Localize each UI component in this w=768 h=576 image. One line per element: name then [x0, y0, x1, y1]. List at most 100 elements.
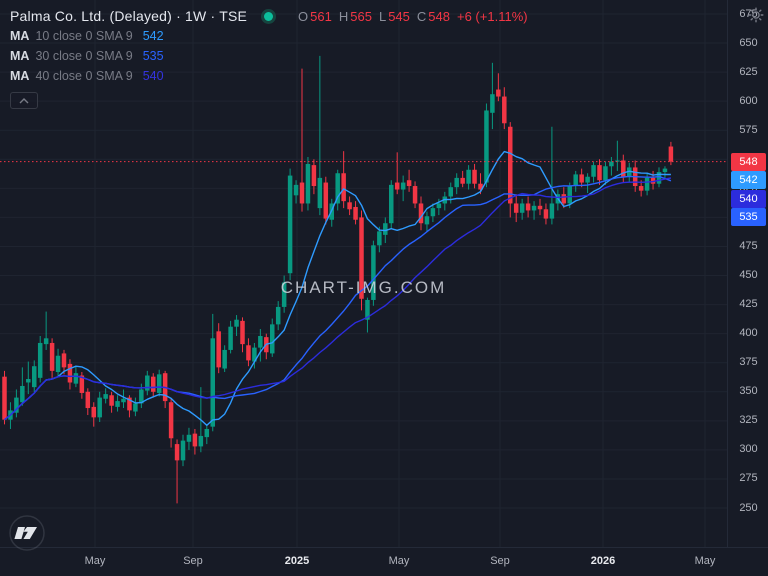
candle-body	[133, 403, 138, 412]
candle-body	[32, 366, 37, 388]
candle-body	[662, 168, 668, 173]
candle-body	[579, 174, 584, 183]
candle-body	[2, 376, 7, 420]
candle-body	[67, 363, 73, 383]
ma40-value: 540	[142, 69, 164, 83]
candle-body	[496, 89, 501, 97]
open-label: O	[298, 8, 309, 24]
candle-body	[43, 338, 49, 345]
candle-body	[371, 245, 376, 300]
price-axis[interactable]: 2502753003253503754004254504755005255505…	[727, 0, 768, 547]
candle-body	[591, 165, 596, 177]
legend-collapse-button[interactable]	[10, 92, 38, 109]
candle-body	[317, 177, 323, 209]
candle-body	[359, 217, 364, 299]
candle-body	[55, 355, 61, 373]
candle-body	[73, 373, 79, 384]
high-label: H	[338, 8, 349, 24]
candle-body	[37, 342, 43, 378]
candle-body	[198, 435, 204, 447]
candle-body	[258, 335, 263, 348]
ma40-line	[4, 177, 672, 421]
candle-body	[216, 331, 221, 368]
candle-body	[293, 184, 299, 196]
candle-body	[585, 176, 590, 183]
settings-button[interactable]	[747, 6, 765, 24]
time-axis-label: May	[388, 555, 410, 567]
candle-body	[573, 174, 578, 187]
price-axis-label: 350	[739, 385, 758, 398]
ma40-label: MA	[10, 69, 30, 83]
candle-body	[638, 186, 644, 191]
candle-body	[228, 326, 233, 350]
candle-body	[621, 160, 626, 177]
candle-body	[400, 182, 406, 190]
candle-body	[627, 167, 632, 177]
candle-body	[519, 203, 525, 213]
candle-body	[222, 349, 227, 369]
time-axis[interactable]: May Sep 2025 May Sep 2026 May	[0, 547, 768, 576]
indicator-row-ma40[interactable]: MA 40 close 0 SMA 9 540	[10, 66, 528, 86]
symbol-title[interactable]: Palma Co. Ltd. (Delayed) · 1W · TSE	[10, 8, 248, 24]
price-axis-label: 625	[739, 65, 758, 78]
low-value: 545	[388, 8, 410, 24]
change-value: +6 (+1.11%)	[457, 8, 528, 24]
candle-body	[454, 177, 459, 188]
candle-body	[656, 172, 662, 184]
ma30-params: 30 close 0 SMA 9	[35, 49, 133, 63]
candle-body	[389, 184, 394, 224]
candle-body	[472, 169, 477, 184]
chevron-up-icon	[19, 97, 29, 103]
market-status-icon[interactable]	[261, 8, 277, 24]
candle-body	[115, 401, 120, 407]
last-price-badge: 548	[731, 153, 766, 171]
candle-body	[151, 376, 156, 392]
candle-body	[14, 397, 19, 413]
candle-body	[127, 397, 132, 411]
indicator-row-ma30[interactable]: MA 30 close 0 SMA 9 535	[10, 46, 528, 66]
candle-body	[353, 206, 358, 220]
candle-body	[448, 187, 453, 197]
candle-body	[650, 177, 656, 184]
time-axis-label: Sep	[183, 555, 203, 567]
candle-body	[145, 375, 150, 391]
ma10-params: 10 close 0 SMA 9	[35, 29, 133, 43]
candle-body	[97, 397, 102, 418]
candle-body	[537, 205, 543, 210]
close-value: 548	[428, 8, 450, 24]
candlestick-chart[interactable]	[0, 0, 727, 547]
ma-price-badge: 542	[731, 171, 766, 189]
ma-price-badge: 535	[731, 208, 766, 226]
candle-body	[323, 182, 329, 219]
candle-body	[91, 406, 96, 418]
tradingview-logo[interactable]	[8, 514, 46, 557]
candle-body	[156, 374, 162, 393]
candle-body	[418, 203, 424, 224]
symbol-title-row[interactable]: Palma Co. Ltd. (Delayed) · 1W · TSE O 561…	[10, 6, 528, 26]
candle-body	[508, 126, 513, 204]
candle-body	[79, 375, 85, 393]
time-axis-label: 2026	[590, 555, 616, 567]
candle-body	[412, 186, 418, 204]
tradingview-logo-icon	[9, 515, 45, 551]
candle-body	[121, 398, 126, 403]
candle-body	[561, 194, 567, 204]
indicator-row-ma10[interactable]: MA 10 close 0 SMA 9 542	[10, 26, 528, 46]
price-axis-label: 475	[739, 239, 758, 252]
candle-body	[299, 182, 305, 204]
time-axis-label: May	[694, 555, 716, 567]
price-axis-label: 600	[739, 94, 758, 107]
candle-body	[180, 440, 186, 461]
candle-body	[252, 347, 257, 362]
candle-body	[270, 324, 275, 354]
candle-body	[460, 177, 465, 184]
candle-body	[347, 202, 352, 210]
price-axis-label: 575	[739, 123, 758, 136]
candle-body	[644, 177, 650, 191]
candle-body	[365, 299, 370, 320]
price-axis-label: 250	[739, 501, 758, 514]
price-axis-label: 425	[739, 298, 758, 311]
high-value: 565	[350, 8, 372, 24]
candle-body	[668, 146, 674, 162]
candle-body	[61, 353, 67, 368]
